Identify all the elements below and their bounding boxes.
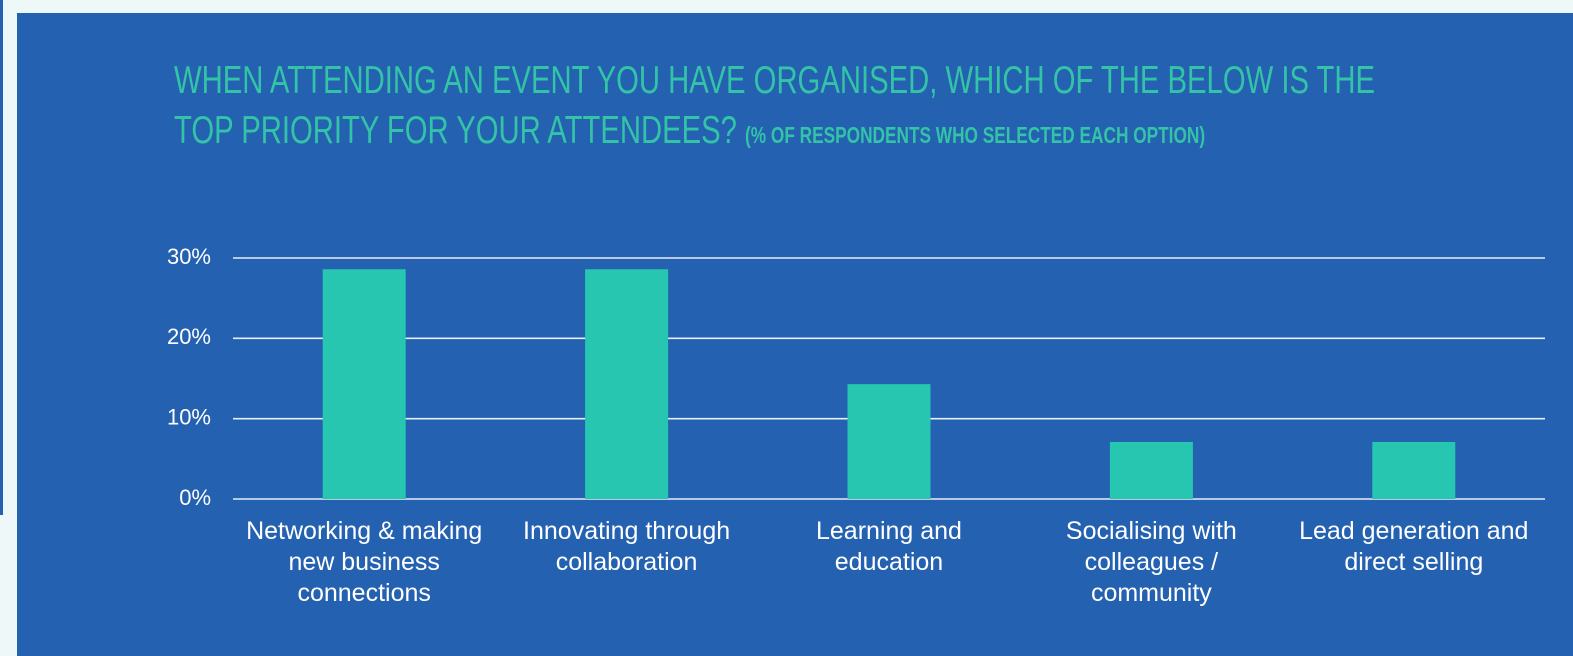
chart-title: WHEN ATTENDING AN EVENT YOU HAVE ORGANIS… (174, 59, 1376, 152)
bar (1372, 441, 1456, 499)
title-block: WHEN ATTENDING AN EVENT YOU HAVE ORGANIS… (174, 56, 1419, 160)
edge-strip (0, 0, 3, 515)
chart-subtitle: (% OF RESPONDENTS WHO SELECTED EACH OPTI… (745, 122, 1206, 148)
y-tick-label: 20% (167, 324, 211, 349)
x-tick-label: Networking & making new business connect… (246, 517, 483, 607)
x-tick-label-box: Lead generation and direct selling (1299, 517, 1529, 576)
bar (585, 269, 669, 499)
x-tick-label: Innovating through collaboration (523, 517, 731, 576)
x-tick-label: Learning and education (816, 517, 962, 576)
y-tick-label: 0% (179, 485, 211, 510)
y-tick-label: 30% (167, 244, 211, 269)
x-tick-label: Lead generation and direct selling (1299, 517, 1529, 576)
x-tick-label-box: Networking & making new business connect… (246, 517, 483, 607)
bar (847, 384, 931, 499)
x-tick-label: Socialising with colleagues / community (1065, 517, 1237, 607)
x-tick-label-box: Socialising with colleagues / community (1065, 517, 1237, 607)
x-tick-label-box: Innovating through collaboration (523, 517, 731, 576)
y-tick-label: 10% (167, 404, 211, 429)
panel (17, 13, 1573, 656)
x-tick-label-box: Learning and education (816, 517, 962, 576)
bar (322, 269, 406, 499)
bar (1109, 441, 1193, 499)
